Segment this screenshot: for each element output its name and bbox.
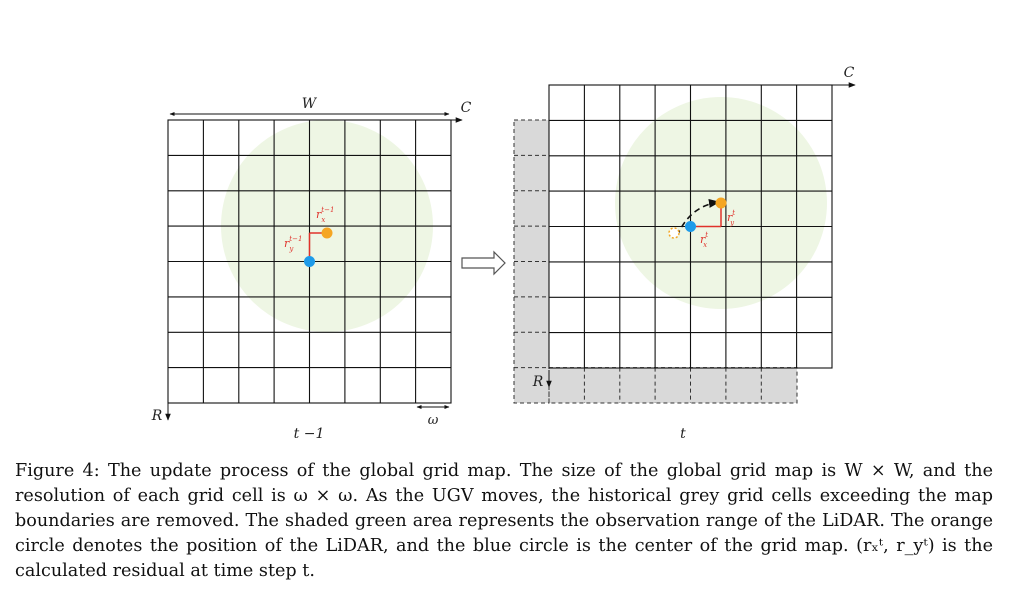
right-row-label: R <box>532 374 544 390</box>
right-time-label: t <box>680 426 686 442</box>
right-col-label: C <box>844 65 855 81</box>
left-cell-label: ω <box>428 413 439 428</box>
left-panel: W C R ω rt−1 x rt−1 y t −1 <box>151 96 472 442</box>
left-lidar-position <box>321 227 333 239</box>
previous-lidar-position <box>668 227 680 239</box>
right-map-center <box>685 221 696 232</box>
transition-arrow <box>461 250 506 276</box>
left-row-label: R <box>151 408 163 424</box>
figure: W C R ω rt−1 x rt−1 y t −1 <box>151 65 856 442</box>
removed-grey-cells <box>513 119 798 404</box>
left-rx-label: rt−1 x <box>316 206 334 224</box>
left-width-label: W <box>302 96 318 112</box>
left-map-center <box>304 256 315 267</box>
right-panel: C R rt y rt x t <box>513 65 856 442</box>
right-lidar-position <box>715 197 727 209</box>
figure-caption: Figure 4: The update process of the glob… <box>15 461 993 581</box>
right-rx-label: rt x <box>700 231 708 249</box>
left-time-label: t −1 <box>294 426 325 442</box>
left-col-label: C <box>461 100 472 116</box>
right-ry-label: rt y <box>727 209 735 227</box>
left-ry-label: rt−1 y <box>284 235 302 253</box>
